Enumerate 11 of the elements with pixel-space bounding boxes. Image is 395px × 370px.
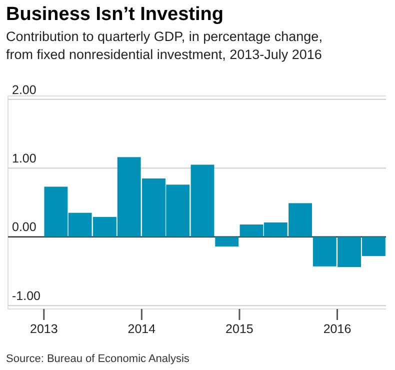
y-tick-label: 0.00 [12,220,36,234]
chart-title: Business Isn’t Investing [6,4,224,25]
chart-subtitle: Contribution to quarterly GDP, in percentage change, from fixed nonresidential investment, 2013-July 2016 [6,29,322,62]
y-tick-label: -1.00 [12,288,41,303]
source-note: Source: Bureau of Economic Analysis [6,353,190,365]
x-tick-label: 2014 [128,322,156,336]
y-tick-label: 1.00 [12,152,36,166]
x-tick-label: 2015 [226,322,254,336]
x-tick-label: 2016 [323,322,352,336]
x-tick-label: 2013 [30,322,58,336]
y-tick-label: 2.00 [12,82,36,97]
